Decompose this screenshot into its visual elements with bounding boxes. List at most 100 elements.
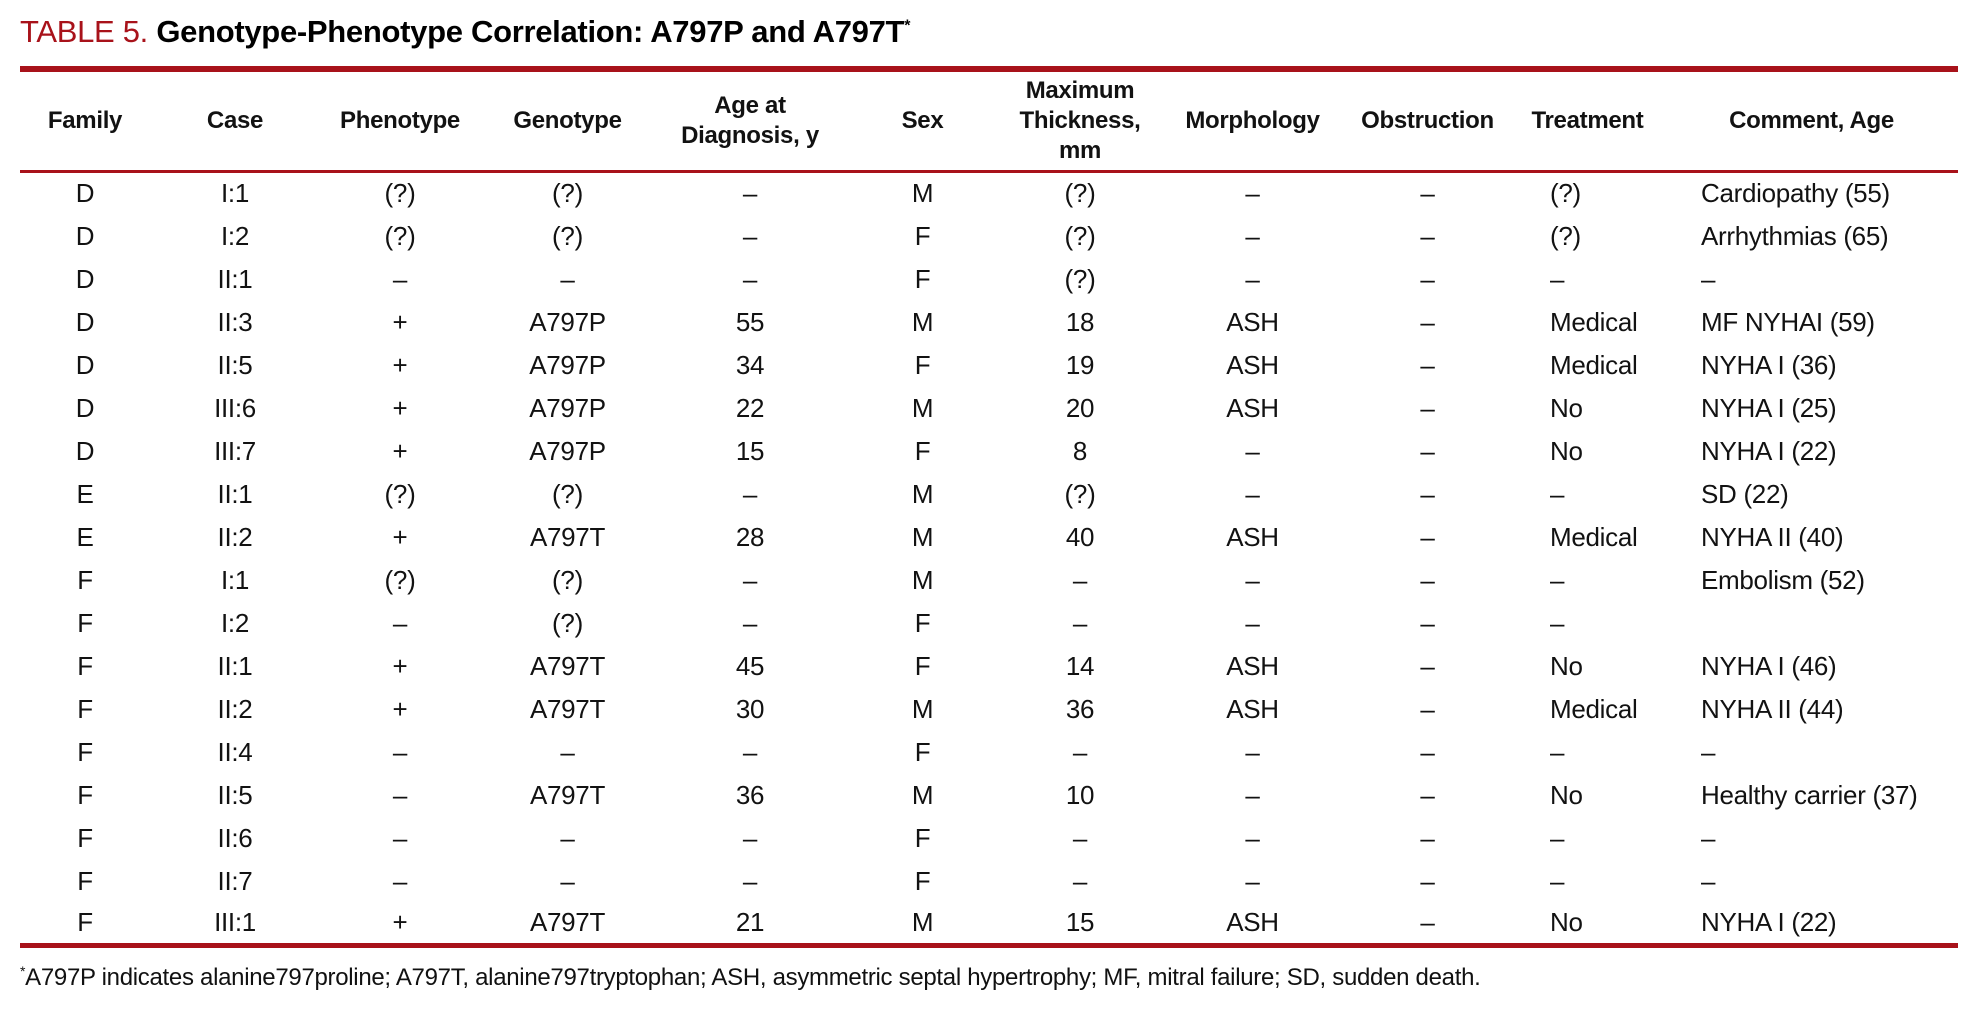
cell-sex: F — [914, 736, 931, 767]
cell-comment: – — [1701, 736, 1716, 767]
cell-phenotype: + — [392, 693, 408, 724]
cell-max-thickness: 40 — [1065, 521, 1095, 552]
cell-phenotype: – — [392, 607, 408, 638]
cell-max-thickness: 18 — [1065, 306, 1095, 337]
cell-family: F — [77, 693, 93, 724]
table-row: F I:1 (?) (?) – M – – – – Embolism (52) — [20, 559, 1958, 602]
cell-comment: SD (22) — [1701, 478, 1789, 509]
cell-treatment: – — [1550, 607, 1565, 638]
cell-obstruction: – — [1420, 779, 1435, 810]
cell-genotype: A797T — [529, 779, 606, 810]
table-row: F II:5 – A797T 36 M 10 – – No Healthy carrier (37) — [20, 774, 1958, 817]
table-footnote: *A797P indicates alanine797proline; A797… — [20, 964, 1958, 992]
cell-max-thickness: (?) — [1064, 478, 1096, 509]
cell-phenotype: – — [392, 865, 408, 896]
cell-obstruction: – — [1420, 478, 1435, 509]
cell-age-at-diagnosis: 30 — [735, 693, 765, 724]
cell-obstruction: – — [1420, 263, 1435, 294]
cell-family: E — [76, 478, 94, 509]
cell-treatment: No — [1550, 907, 1583, 938]
cell-family: F — [77, 907, 93, 938]
cell-case: III:7 — [214, 435, 256, 466]
genotype-phenotype-table: Family Case Phenotype Genotype Age at Diagno… — [20, 66, 1958, 948]
cell-treatment: No — [1550, 392, 1583, 423]
cell-sex: M — [911, 478, 934, 509]
cell-genotype: A797T — [529, 693, 606, 724]
cell-max-thickness: (?) — [1064, 178, 1096, 209]
cell-sex: M — [911, 564, 934, 595]
cell-phenotype: – — [392, 779, 408, 810]
cell-obstruction: – — [1420, 521, 1435, 552]
cell-age-at-diagnosis: 45 — [735, 650, 765, 681]
cell-morphology: – — [1245, 865, 1260, 896]
table-row: E II:2 + A797T 28 M 40 ASH – Medical NYHA II (40) — [20, 516, 1958, 559]
cell-family: D — [75, 306, 95, 337]
table-body: D I:1 (?) (?) – M (?) – – (?) Cardiopathy (55) D I:2… — [20, 172, 1958, 946]
cell-age-at-diagnosis: – — [742, 822, 758, 853]
cell-family: D — [75, 349, 95, 380]
cell-age-at-diagnosis: – — [742, 564, 758, 595]
cell-max-thickness: 15 — [1065, 907, 1095, 938]
cell-family: D — [75, 435, 95, 466]
cell-sex: F — [914, 220, 931, 251]
table-row: D III:6 + A797P 22 M 20 ASH – No NYHA I (25) — [20, 387, 1958, 430]
cell-phenotype: + — [392, 907, 408, 938]
cell-genotype: – — [560, 736, 575, 767]
cell-phenotype: – — [392, 263, 408, 294]
cell-age-at-diagnosis: 36 — [735, 779, 765, 810]
cell-comment: – — [1701, 263, 1716, 294]
cell-genotype: A797P — [529, 306, 606, 337]
cell-sex: F — [914, 822, 931, 853]
cell-max-thickness: (?) — [1064, 220, 1096, 251]
cell-treatment: Medical — [1550, 306, 1638, 337]
table-caption: TABLE 5. Genotype-Phenotype Correlation:… — [20, 14, 1958, 50]
column-header-max-thickness: Maximum Thickness, mm — [1019, 77, 1141, 164]
cell-obstruction: – — [1420, 435, 1435, 466]
cell-case: I:2 — [220, 607, 249, 638]
cell-max-thickness: – — [1072, 865, 1088, 896]
column-header-case: Case — [206, 107, 264, 134]
column-header-sex: Sex — [901, 107, 944, 134]
cell-obstruction: – — [1420, 564, 1435, 595]
cell-phenotype: + — [392, 392, 408, 423]
table-row: D II:5 + A797P 34 F 19 ASH – Medical NYHA I (36) — [20, 344, 1958, 387]
cell-genotype: – — [560, 865, 575, 896]
cell-treatment: Medical — [1550, 349, 1638, 380]
cell-morphology: – — [1245, 220, 1260, 251]
cell-genotype: (?) — [552, 178, 583, 209]
cell-comment: Embolism (52) — [1701, 564, 1865, 595]
cell-morphology: – — [1245, 736, 1260, 767]
cell-obstruction: – — [1420, 220, 1435, 251]
cell-phenotype: (?) — [384, 564, 416, 595]
cell-treatment: – — [1550, 263, 1565, 294]
cell-comment: NYHA II (44) — [1701, 693, 1844, 724]
cell-age-at-diagnosis: 15 — [735, 435, 765, 466]
cell-sex: M — [911, 178, 934, 209]
cell-comment: Cardiopathy (55) — [1701, 178, 1890, 209]
cell-sex: F — [914, 435, 931, 466]
table-row: F II:6 – – – F – – – – – — [20, 817, 1958, 860]
cell-morphology: ASH — [1226, 650, 1279, 681]
cell-case: I:1 — [220, 178, 249, 209]
cell-max-thickness: 20 — [1065, 392, 1095, 423]
cell-sex: M — [911, 521, 934, 552]
cell-treatment: No — [1550, 779, 1583, 810]
cell-max-thickness: – — [1072, 607, 1088, 638]
cell-morphology: – — [1245, 178, 1260, 209]
cell-genotype: A797T — [529, 650, 606, 681]
cell-case: II:1 — [217, 650, 253, 681]
footnote-marker-superscript: * — [904, 17, 911, 35]
cell-morphology: ASH — [1226, 521, 1279, 552]
cell-morphology: – — [1245, 564, 1260, 595]
table-row: D I:1 (?) (?) – M (?) – – (?) Cardiopathy (55) — [20, 172, 1958, 215]
cell-age-at-diagnosis: – — [742, 178, 758, 209]
cell-case: II:2 — [217, 521, 253, 552]
cell-phenotype: – — [392, 736, 408, 767]
column-header-morphology: Morphology — [1185, 107, 1320, 134]
cell-case: II:4 — [217, 736, 253, 767]
cell-genotype: A797T — [529, 907, 606, 938]
cell-case: III:1 — [214, 907, 256, 938]
cell-sex: M — [911, 392, 934, 423]
cell-family: D — [75, 263, 95, 294]
